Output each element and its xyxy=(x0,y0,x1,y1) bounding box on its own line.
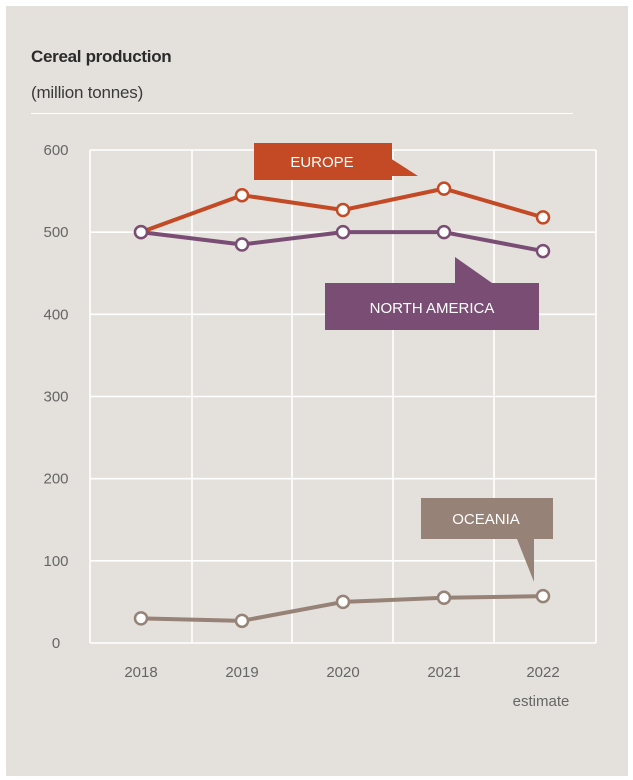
data-point-oceania xyxy=(535,588,551,604)
data-point-europe xyxy=(436,181,452,196)
data-point-oceania xyxy=(133,611,149,626)
title-divider xyxy=(31,113,573,114)
data-point-north-america xyxy=(436,224,452,240)
data-point-north-america xyxy=(335,224,351,240)
callout-box xyxy=(254,143,392,180)
y-tick-label: 600 xyxy=(43,142,68,159)
x-tick-label: 2022 xyxy=(526,664,559,681)
x-tick-label: 2019 xyxy=(225,664,258,681)
callout-europe: EUROPE xyxy=(254,143,418,180)
y-tick-label: 500 xyxy=(43,224,68,241)
legend-label-oceania: OCEANIA xyxy=(452,511,520,528)
chart-title: Cereal production xyxy=(31,47,172,66)
chart-subtitle: (million tonnes) xyxy=(31,83,144,102)
callout-tail xyxy=(517,539,534,582)
data-point-north-america xyxy=(133,224,149,240)
y-tick-label: 300 xyxy=(43,389,68,406)
legend-label-europe: EUROPE xyxy=(290,154,353,171)
x-tick-note: estimate xyxy=(513,693,570,710)
data-point-europe xyxy=(535,210,551,225)
data-point-north-america xyxy=(535,243,551,259)
y-tick-label: 0 xyxy=(52,635,60,652)
data-point-europe xyxy=(234,187,250,203)
data-point-oceania xyxy=(335,594,351,610)
y-tick-label: 400 xyxy=(43,306,68,323)
callout-oceania: OCEANIA xyxy=(421,498,553,582)
chart-panel xyxy=(6,6,628,776)
callout-north-america: NORTH AMERICA xyxy=(325,257,539,330)
x-tick-label: 2021 xyxy=(427,664,460,681)
callout-tail xyxy=(455,257,492,283)
data-point-europe xyxy=(335,202,351,218)
y-tick-label: 100 xyxy=(43,553,68,570)
x-tick-label: 2020 xyxy=(326,664,359,681)
legend-label-north-america: NORTH AMERICA xyxy=(370,300,495,317)
callout-box xyxy=(421,498,553,539)
x-tick-label: 2018 xyxy=(124,664,157,681)
callout-tail xyxy=(390,158,418,176)
callout-box xyxy=(325,283,539,330)
y-tick-label: 200 xyxy=(43,471,68,488)
data-point-oceania xyxy=(234,613,250,629)
data-point-north-america xyxy=(234,237,250,252)
data-point-oceania xyxy=(436,590,452,606)
